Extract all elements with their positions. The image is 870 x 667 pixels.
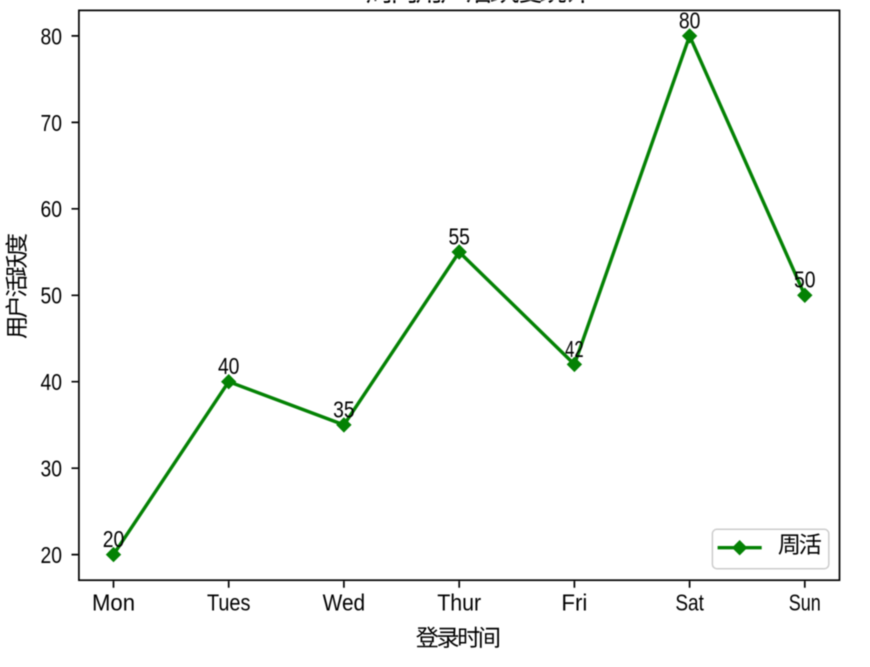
svg-text:35: 35: [333, 396, 355, 422]
svg-text:Sun: Sun: [789, 590, 821, 616]
svg-text:Sat: Sat: [675, 590, 704, 616]
svg-text:50: 50: [794, 267, 816, 293]
svg-text:70: 70: [41, 110, 63, 136]
svg-text:60: 60: [41, 196, 63, 222]
svg-text:20: 20: [103, 526, 125, 552]
svg-text:80: 80: [679, 7, 701, 33]
svg-text:50: 50: [41, 283, 63, 309]
svg-text:Wed: Wed: [323, 590, 366, 616]
svg-text:Tues: Tues: [207, 590, 251, 616]
svg-text:20: 20: [41, 542, 63, 568]
svg-text:80: 80: [41, 23, 63, 49]
svg-text:Mon: Mon: [92, 590, 135, 616]
svg-text:Fri: Fri: [561, 590, 587, 616]
svg-text:40: 40: [41, 369, 63, 395]
svg-text:42: 42: [565, 336, 584, 362]
svg-text:40: 40: [218, 353, 240, 379]
svg-text:30: 30: [41, 456, 63, 482]
svg-text:Thur: Thur: [437, 590, 481, 616]
svg-text:55: 55: [448, 223, 470, 249]
